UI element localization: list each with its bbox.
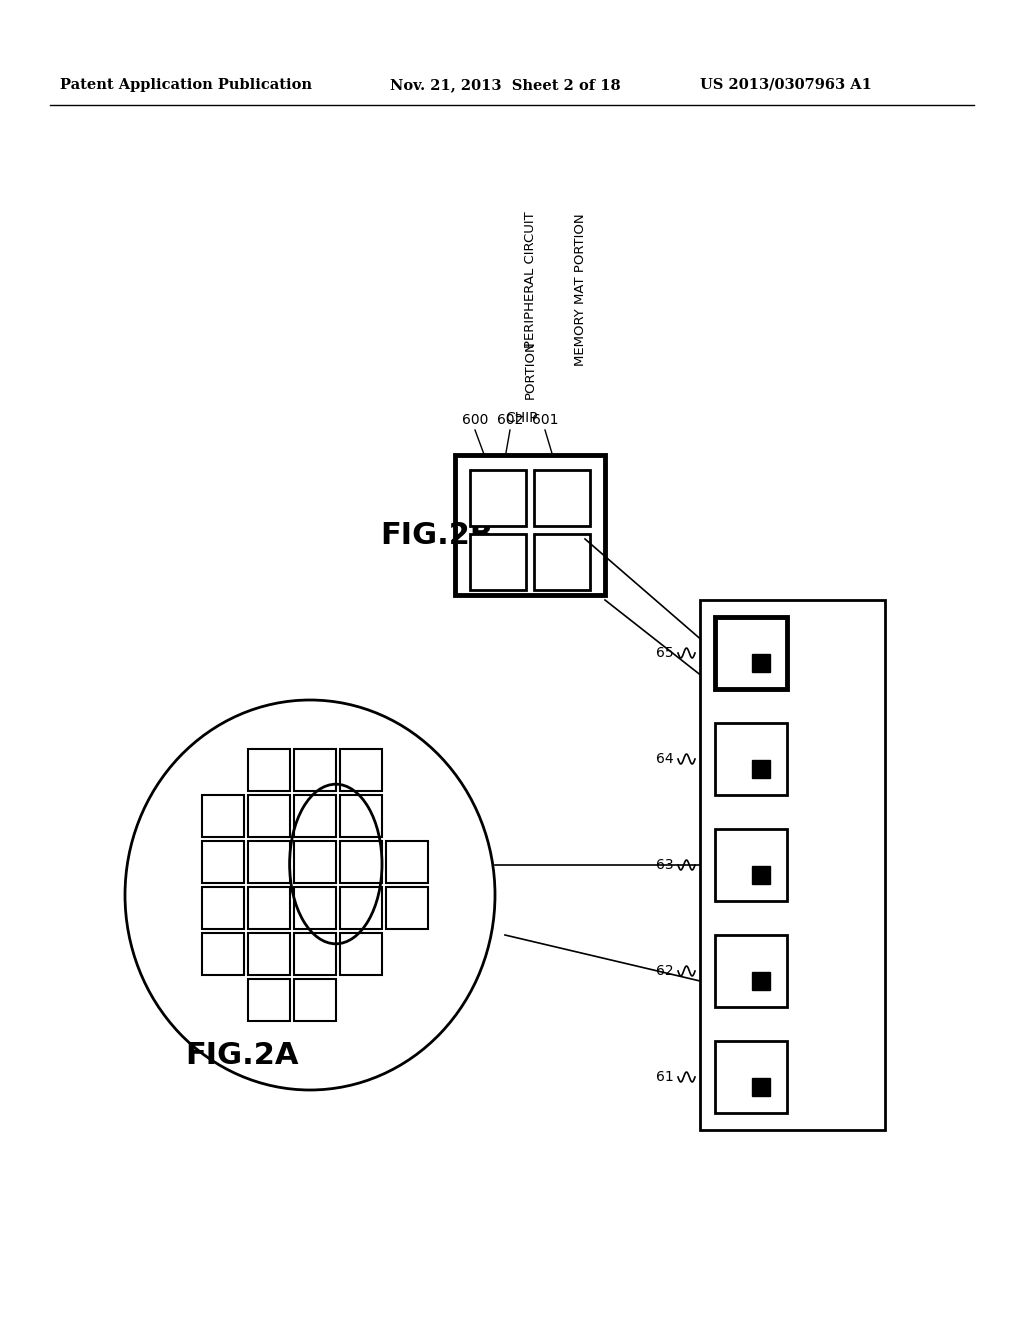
Bar (470, 535, 526, 590)
Bar (294, 933, 336, 975)
Text: 600: 600 (462, 413, 488, 426)
Bar (340, 933, 382, 975)
Bar (248, 887, 290, 929)
Bar (715, 1041, 787, 1113)
Bar (294, 979, 336, 1020)
Text: 601: 601 (531, 413, 558, 426)
Bar (202, 841, 244, 883)
Bar (294, 887, 336, 929)
Bar (715, 829, 787, 902)
Bar (248, 979, 290, 1020)
Text: 64: 64 (656, 752, 674, 766)
Text: FIG.2B: FIG.2B (380, 520, 493, 549)
Bar (248, 748, 290, 791)
Text: Patent Application Publication: Patent Application Publication (60, 78, 312, 92)
Text: US 2013/0307963 A1: US 2013/0307963 A1 (700, 78, 871, 92)
Bar (248, 933, 290, 975)
Bar (340, 748, 382, 791)
Text: 63: 63 (656, 858, 674, 873)
Text: 65: 65 (656, 645, 674, 660)
Bar (753, 760, 770, 779)
Text: CHIP: CHIP (505, 411, 538, 425)
Text: 62: 62 (656, 964, 674, 978)
Bar (294, 748, 336, 791)
Bar (386, 887, 428, 929)
Bar (715, 723, 787, 795)
Text: 602: 602 (497, 413, 523, 426)
Bar (753, 655, 770, 672)
Bar (700, 601, 885, 1130)
Bar (753, 655, 770, 672)
Bar (386, 841, 428, 883)
Bar (534, 470, 590, 525)
Bar (340, 841, 382, 883)
Bar (340, 887, 382, 929)
Text: MEMORY MAT PORTION: MEMORY MAT PORTION (573, 214, 587, 367)
Bar (294, 795, 336, 837)
Text: PERIPHERAL CIRCUIT: PERIPHERAL CIRCUIT (523, 211, 537, 348)
Bar (455, 455, 605, 595)
Bar (753, 973, 770, 990)
Text: PORTION: PORTION (523, 341, 537, 400)
Bar (248, 841, 290, 883)
Bar (753, 1078, 770, 1097)
Bar (715, 616, 787, 689)
Bar (248, 795, 290, 837)
Text: FIG.2A: FIG.2A (185, 1040, 299, 1069)
Bar (202, 795, 244, 837)
Bar (534, 535, 590, 590)
Bar (202, 887, 244, 929)
Ellipse shape (125, 700, 495, 1090)
Bar (340, 795, 382, 837)
Bar (753, 866, 770, 884)
Bar (294, 841, 336, 883)
Bar (470, 470, 526, 525)
Text: 61: 61 (656, 1071, 674, 1084)
Bar (202, 933, 244, 975)
Bar (715, 935, 787, 1007)
Bar (715, 616, 787, 689)
Text: Nov. 21, 2013  Sheet 2 of 18: Nov. 21, 2013 Sheet 2 of 18 (390, 78, 621, 92)
